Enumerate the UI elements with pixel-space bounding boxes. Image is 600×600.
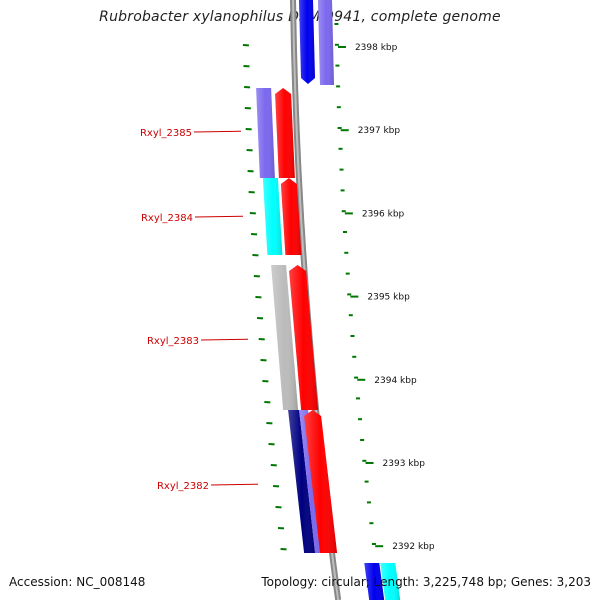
gene-block-blue-bottom-shade [364,563,385,600]
scale-label: 2395 kbp [367,293,410,303]
scale-label: 2394 kbp [374,376,417,386]
gene-leader-line [210,483,259,486]
gene-arrow-2383-shade [289,265,319,410]
scale-label: 2396 kbp [362,209,405,219]
gene-label[interactable]: Rxyl_2385 [140,128,192,139]
gene-leader-line [200,338,249,341]
cog-block-2382-navy-shade [288,410,316,553]
gene-label[interactable]: Rxyl_2382 [157,481,209,492]
cog-block-2384-shade [262,178,283,255]
gene-leader-line [193,130,242,133]
label-layer: 2398 kbp 2397 kbp 2396 kbp 2395 kbp 2394 kbp… [140,43,435,552]
gene-leader-line [194,215,244,218]
outer-tick-marks [334,23,384,587]
gene-arrow-blue-top-shade [299,0,315,84]
scale-label: 2393 kbp [383,459,426,469]
topology-text: Topology: circular; Length: 3,225,748 bp… [261,575,591,589]
scale-label: 2397 kbp [358,126,401,136]
gene-label[interactable]: Rxyl_2383 [147,336,199,347]
scale-label: 2392 kbp [392,542,435,552]
gene-label[interactable]: Rxyl_2384 [141,213,193,224]
accession-text: Accession: NC_008148 [9,575,146,589]
gene-block-slate-top-shade [318,0,334,85]
cog-block-2383-shade [271,265,299,410]
feature-layer [256,0,401,600]
gene-block-cyan-bottom-shade [380,563,401,600]
cog-block-2385-shade [256,88,275,178]
inner-tick-marks [242,44,287,551]
scale-label: 2398 kbp [355,43,398,53]
gene-arrow-2382-shade [304,410,338,553]
gene-arrow-2385-shade [275,88,295,178]
gene-arrow-2384-shade [280,178,302,255]
